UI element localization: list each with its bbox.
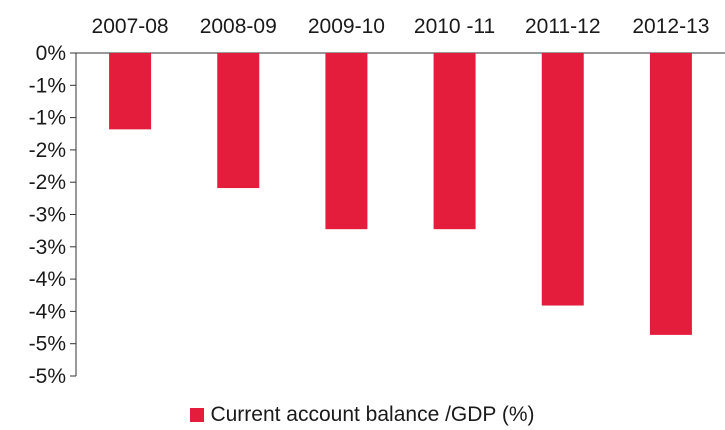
y-tick-label: -1%	[29, 107, 66, 130]
y-tick-label: -5%	[29, 333, 66, 356]
x-category-label: 2010 -11	[414, 15, 495, 38]
bar	[217, 53, 260, 189]
x-category-label: 2008-09	[200, 15, 277, 38]
category-labels: 2007-08 2008-09 2009-10 2010 -11 2011-12 2012…	[92, 15, 710, 38]
y-tick-label: -3%	[29, 204, 66, 227]
legend-swatch	[190, 408, 205, 422]
x-category-label: 2012-13	[632, 15, 709, 38]
bar	[109, 53, 152, 130]
legend: Current account balance /GDP (%)	[0, 400, 725, 430]
y-tick-label: -2%	[29, 171, 66, 194]
y-axis-ticks: 0% -1% -1% -2% -2% -3% -3% -4% -4% -5% -5%	[29, 42, 76, 388]
y-tick-label: -2%	[29, 139, 66, 162]
y-tick-label: -4%	[29, 268, 66, 291]
x-category-label: 2011-12	[525, 15, 601, 38]
y-tick-label: -3%	[29, 236, 66, 259]
legend-label: Current account balance /GDP (%)	[210, 403, 535, 426]
chart: 0% -1% -1% -2% -2% -3% -3% -4% -4% -5% -5% 2007-08…	[29, 15, 725, 388]
y-tick-label: -5%	[29, 365, 66, 388]
bar	[541, 53, 584, 306]
y-tick-label: -4%	[29, 300, 66, 323]
x-category-label: 2009-10	[308, 15, 385, 38]
bar	[325, 53, 368, 230]
bar	[433, 53, 476, 230]
y-tick-label: -1%	[29, 74, 66, 97]
y-tick-label: 0%	[36, 42, 66, 65]
bar	[649, 53, 692, 335]
bars	[109, 53, 692, 335]
x-category-label: 2007-08	[92, 15, 169, 38]
